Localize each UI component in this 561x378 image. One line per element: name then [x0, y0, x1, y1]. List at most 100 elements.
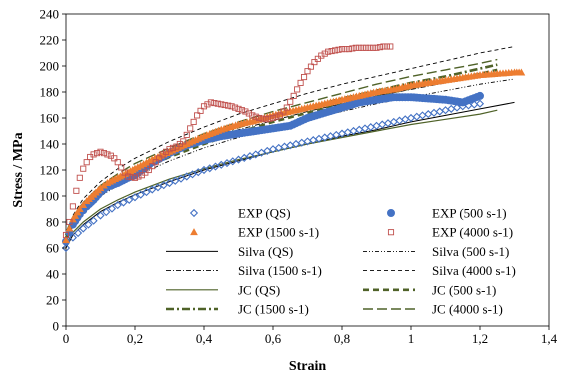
data-point: [380, 43, 387, 50]
x-tick-label: 1,2: [472, 331, 488, 346]
data-point: [130, 193, 140, 202]
data-point: [318, 52, 325, 59]
data-point: [90, 151, 97, 158]
data-point: [345, 46, 352, 53]
legend-label: JC (500 s-1): [432, 282, 496, 297]
data-point: [273, 113, 280, 120]
series-jc-qs: [65, 109, 498, 246]
legend-item-exp-qs: EXP (QS): [189, 206, 291, 221]
data-point: [263, 116, 270, 123]
data-point: [73, 187, 80, 194]
series-silva-4000-s-1: [65, 46, 515, 236]
data-point: [283, 104, 290, 111]
data-point: [214, 100, 221, 107]
legend-item-exp-1500-s-1: EXP (1500 s-1): [190, 225, 319, 240]
x-axis-title: Strain: [289, 359, 327, 374]
x-tick-label: 0,2: [127, 331, 143, 346]
legend-item-silva-4000-s-1: Silva (4000 s-1): [363, 263, 516, 278]
legend-label: EXP (500 s-1): [432, 206, 507, 221]
legend: EXP (QS) EXP (500 s-1) EXP (1500 s-1) EXP (…: [166, 206, 516, 317]
series-line: [65, 101, 515, 249]
data-point: [373, 44, 380, 51]
data-point: [197, 107, 204, 114]
legend-marker: [189, 208, 199, 218]
data-point: [113, 201, 122, 210]
legend-marker: [386, 208, 395, 217]
data-point: [218, 101, 225, 108]
data-point: [325, 48, 332, 55]
data-point: [294, 86, 301, 93]
y-tick-label: 0: [53, 319, 60, 334]
legend-label: JC (4000 s-1): [432, 302, 503, 317]
legend-item-jc-500-s-1: JC (500 s-1): [363, 282, 496, 297]
data-point: [359, 44, 366, 51]
data-point: [65, 224, 74, 232]
data-point: [280, 108, 287, 115]
data-point: [188, 170, 197, 179]
y-tick-label: 20: [46, 293, 59, 308]
data-point: [148, 185, 157, 194]
data-point: [102, 207, 111, 217]
data-point: [222, 158, 232, 168]
data-point: [290, 92, 297, 99]
data-point: [221, 101, 228, 109]
data-point: [142, 188, 151, 197]
legend-item-exp-4000-s-1: EXP (4000 s-1): [387, 225, 513, 240]
data-point: [259, 115, 266, 122]
data-point: [211, 99, 218, 107]
legend-item-silva-1500-s-1: Silva (1500 s-1): [166, 263, 322, 278]
data-point: [475, 99, 485, 108]
data-point: [135, 173, 142, 180]
legend-item-jc-4000-s-1: JC (4000 s-1): [363, 302, 503, 317]
legend-item-exp-500-s-1: EXP (500 s-1): [386, 206, 507, 221]
data-point: [79, 201, 88, 209]
data-point: [80, 165, 87, 172]
data-point: [66, 218, 73, 226]
data-point: [71, 211, 80, 219]
y-tick-label: 240: [40, 7, 60, 22]
data-point: [75, 204, 84, 212]
y-tick-label: 140: [40, 137, 60, 152]
data-point: [304, 68, 311, 75]
data-point: [276, 112, 283, 119]
data-point: [205, 164, 214, 173]
data-point: [238, 107, 246, 114]
data-point: [231, 104, 239, 111]
data-point: [257, 148, 266, 157]
data-point: [83, 159, 90, 166]
data-point: [100, 150, 107, 157]
data-point: [84, 220, 93, 229]
series-line: [65, 46, 515, 236]
legend-marker: [387, 229, 395, 236]
data-point: [297, 79, 304, 86]
x-tick-label: 0,4: [196, 331, 213, 346]
data-point: [176, 174, 186, 183]
legend-item-jc-qs: JC (QS): [166, 282, 280, 297]
data-point: [69, 203, 76, 210]
series-exp-qs: [61, 99, 485, 253]
legend-item-jc-1500-s-1: JC (1500 s-1): [166, 302, 309, 317]
data-point: [356, 44, 363, 51]
data-point: [225, 102, 232, 109]
data-point: [199, 165, 209, 175]
data-point: [245, 152, 255, 161]
y-tick-label: 220: [40, 33, 60, 48]
legend-label: Silva (QS): [238, 244, 293, 259]
data-point: [328, 48, 335, 55]
legend-label: Silva (500 s-1): [432, 244, 509, 259]
legend-label: EXP (1500 s-1): [238, 225, 319, 240]
data-point: [104, 151, 111, 158]
y-tick-label: 200: [40, 59, 60, 74]
data-point: [366, 44, 373, 51]
legend-item-silva-qs: Silva (QS): [166, 244, 293, 259]
data-point: [145, 166, 152, 174]
y-tick-label: 100: [40, 189, 60, 204]
data-point: [119, 198, 128, 207]
data-point: [287, 98, 294, 105]
data-point: [194, 112, 201, 119]
data-point: [228, 103, 235, 110]
data-point: [311, 59, 318, 66]
data-point: [217, 160, 226, 169]
data-point: [200, 103, 208, 110]
y-tick-label: 80: [46, 215, 59, 230]
